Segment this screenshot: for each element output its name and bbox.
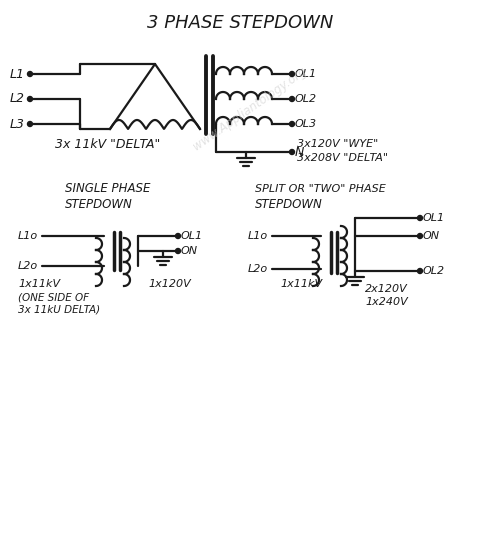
Text: L2o: L2o bbox=[248, 264, 268, 274]
Circle shape bbox=[289, 150, 295, 154]
Text: 2x120V: 2x120V bbox=[365, 284, 408, 294]
Circle shape bbox=[27, 96, 33, 102]
Text: OL2: OL2 bbox=[423, 266, 445, 276]
Text: OL3: OL3 bbox=[295, 119, 317, 129]
Text: 3 PHASE STEPDOWN: 3 PHASE STEPDOWN bbox=[147, 14, 333, 32]
Circle shape bbox=[289, 96, 295, 102]
Text: 1x11kV: 1x11kV bbox=[280, 279, 322, 289]
Text: OL1: OL1 bbox=[423, 213, 445, 223]
Text: L1o: L1o bbox=[18, 231, 38, 241]
Circle shape bbox=[418, 215, 422, 220]
Text: L3: L3 bbox=[10, 118, 25, 131]
Text: 1x120V: 1x120V bbox=[148, 279, 191, 289]
Text: L1o: L1o bbox=[248, 231, 268, 241]
Circle shape bbox=[418, 233, 422, 238]
Text: (ONE SIDE OF: (ONE SIDE OF bbox=[18, 292, 89, 302]
Circle shape bbox=[289, 121, 295, 127]
Text: SINGLE PHASE: SINGLE PHASE bbox=[65, 182, 150, 195]
Circle shape bbox=[418, 269, 422, 274]
Text: L2o: L2o bbox=[18, 261, 38, 271]
Text: 3x 11kU DELTA): 3x 11kU DELTA) bbox=[18, 305, 100, 315]
Text: 1x11kV: 1x11kV bbox=[18, 279, 60, 289]
Text: N: N bbox=[295, 145, 304, 158]
Text: STEPDOWN: STEPDOWN bbox=[65, 197, 133, 211]
Circle shape bbox=[27, 71, 33, 77]
Text: ON: ON bbox=[181, 246, 198, 256]
Text: L1: L1 bbox=[10, 67, 25, 81]
Text: SPLIT OR "TWO" PHASE: SPLIT OR "TWO" PHASE bbox=[255, 184, 386, 194]
Circle shape bbox=[27, 121, 33, 127]
Circle shape bbox=[289, 71, 295, 77]
Text: OL1: OL1 bbox=[295, 69, 317, 79]
Circle shape bbox=[176, 233, 180, 238]
Text: OL1: OL1 bbox=[181, 231, 203, 241]
Text: 3x208V "DELTA": 3x208V "DELTA" bbox=[297, 153, 388, 163]
Text: L2: L2 bbox=[10, 92, 25, 106]
Text: ON: ON bbox=[423, 231, 440, 241]
Text: OL2: OL2 bbox=[295, 94, 317, 104]
Text: www.Appliantology.org: www.Appliantology.org bbox=[191, 65, 309, 153]
Text: 1x240V: 1x240V bbox=[365, 297, 408, 307]
Circle shape bbox=[176, 249, 180, 254]
Text: 3x 11kV "DELTA": 3x 11kV "DELTA" bbox=[55, 138, 160, 151]
Text: STEPDOWN: STEPDOWN bbox=[255, 197, 323, 211]
Text: 3x120V "WYE": 3x120V "WYE" bbox=[297, 139, 378, 149]
